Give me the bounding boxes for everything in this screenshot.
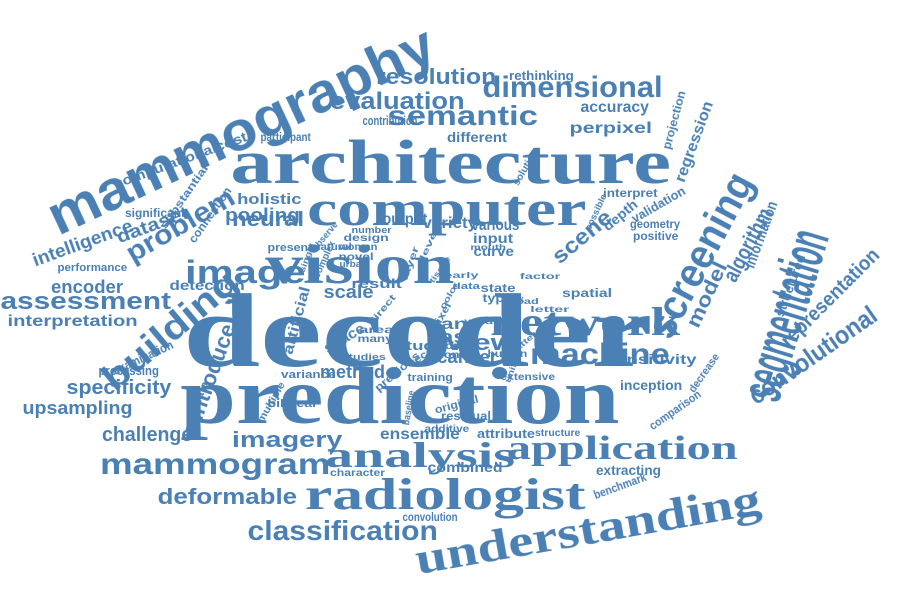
word-addr: addr [429,341,459,352]
word-input: input [472,230,514,246]
word-residual: residual [440,409,492,423]
word-woman: woman [338,242,378,253]
word-semantic: semantic [386,100,538,131]
word-method: method [319,362,385,382]
word-broad: broad [503,297,539,306]
word-state: state [480,281,516,295]
word-design: design [343,233,389,244]
word-training: training [407,371,453,384]
word-studies: studies [341,351,386,362]
word-assessment: assessment [0,288,171,315]
word-classification: classification [247,515,438,546]
word-application: application [506,430,738,467]
word-comparison: comparison [646,387,704,433]
word-convolution: convolution [402,510,458,524]
word-vision: vision [265,233,455,295]
word-many: many [357,334,393,345]
word-network: network [489,299,681,344]
word-challenge: challenge [102,424,193,446]
word-data: data [452,280,480,291]
word-pooling: pooling [224,205,300,225]
word-interpret: interpret [602,186,658,200]
word-geometry: geometry [629,217,681,231]
word-decoder: decoder [183,271,653,389]
word-radiologist: radiologist [304,470,586,519]
word-cancer: cancer [437,347,498,367]
word-study: study [395,337,445,353]
word-rethinking: rethinking [508,67,574,83]
word-accuracy: accuracy [579,99,649,116]
word-holistic: holistic [236,190,301,208]
word-character: character [329,468,385,479]
word-imagery: imagery [231,427,343,452]
word-novel: novel [338,252,374,263]
word-view: view [446,330,516,355]
word-spatial: spatial [561,286,613,300]
word-additive: additive [424,424,470,435]
word-present: present [267,241,313,254]
word-natural: natural [312,242,352,253]
word-projection: projection [659,89,689,151]
word-participant: participant [260,130,311,144]
word-combined: combined [427,459,503,475]
word-analysis: analysis [325,435,516,475]
word-detection: detection [169,277,245,293]
word-curve: curve [472,243,514,259]
word-attribute: attribute [477,425,535,441]
word-bilinear: bilinear [266,397,318,410]
word-various: various [470,217,519,234]
word-conv: conv [435,350,467,361]
word-wild: wild [464,317,494,326]
word-inception: inception [620,377,683,393]
word-letter: letter [530,305,570,314]
word-interpretation: interpretation [6,313,138,330]
word-gan: gan [426,316,468,333]
word-area: area [358,325,393,336]
word-neural: neural [231,209,305,231]
word-contribution: contribution [362,112,418,128]
word-task: task [432,327,481,347]
word-early: early [443,271,479,280]
word-machine: machine [529,338,670,371]
word-mouth: mouth [470,243,507,252]
word-image: image [184,254,306,290]
word-result: result [350,275,402,291]
word-different: different [447,129,507,145]
word-positive: positive [632,229,678,243]
word-structure: structure [534,428,580,439]
word-prediction: prediction [180,353,620,441]
word-output: output [382,211,428,228]
word-variance: variance [280,368,336,381]
word-urban: urban [338,258,368,269]
word-extracting: extracting [595,462,661,478]
word-upsampling: upsampling [22,398,133,418]
word-resolution: resolution [375,64,497,89]
word-factor: factor [519,272,561,281]
word-type: type [482,291,512,305]
word-significant: significant [125,206,186,220]
word-performance: performance [57,261,127,274]
word-perpixel: perpixel [568,120,652,137]
word-mammogram: mammogram [99,448,331,481]
word-human: human [487,349,527,360]
word-scale: scale [322,282,374,302]
word-architecture: architecture [229,129,671,197]
word-specificity: specificity [66,377,172,399]
word-computer: computer [307,180,587,236]
word-dimensional: dimensional [481,71,663,104]
word-variety: variety [422,215,478,232]
word-deformable: deformable [157,484,297,509]
word-number: number [351,224,392,235]
word-encoder: encoder [50,277,124,297]
word-ensemble: ensemble [380,426,460,443]
word-processing: processing [98,362,159,378]
word-sensitivity: sensitivity [605,351,697,367]
word-extensive: extensive [500,372,556,383]
word-evaluation: evaluation [329,88,465,115]
